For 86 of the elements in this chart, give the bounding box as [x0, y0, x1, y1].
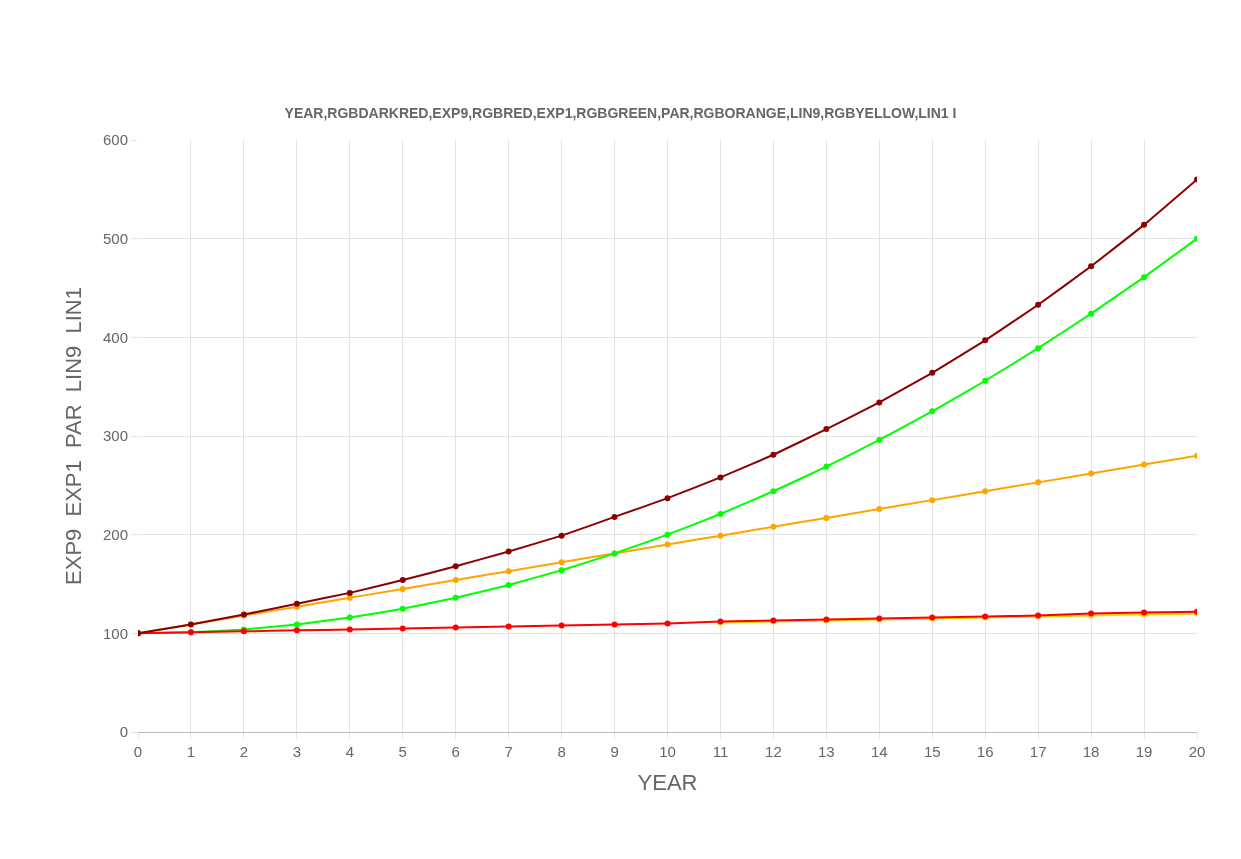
point — [982, 337, 989, 344]
point — [293, 621, 300, 628]
x-tick-label: 11 — [712, 743, 729, 760]
point — [929, 408, 936, 415]
point — [929, 369, 936, 376]
chart-title: YEAR,RGBDARKRED,EXP9,RGBRED,EXP1,RGBGREEN,PAR,RGBORANGE,LIN9,RGBYELLOW,LIN1 I — [284, 104, 957, 121]
point — [558, 559, 565, 566]
point — [1088, 470, 1095, 477]
point — [929, 497, 936, 504]
point — [452, 594, 459, 601]
x-tick-label: 8 — [557, 743, 566, 760]
x-axis-title: YEAR — [637, 769, 698, 795]
point — [399, 605, 406, 612]
x-tick-label: 12 — [765, 743, 782, 760]
point — [982, 488, 989, 495]
point — [399, 585, 406, 592]
x-tick-label: 17 — [1029, 743, 1047, 760]
point — [664, 495, 671, 502]
point — [876, 436, 883, 443]
x-tick-label: 1 — [186, 743, 196, 760]
point — [823, 463, 830, 470]
point — [823, 514, 830, 521]
point — [346, 594, 353, 601]
x-tick-label: 15 — [923, 743, 941, 760]
y-tick-label: 400 — [102, 328, 128, 346]
x-tick-label: 9 — [610, 743, 619, 760]
x-tick-label: 14 — [870, 743, 888, 760]
point — [611, 621, 618, 628]
point — [399, 625, 406, 632]
x-tick-label: 6 — [451, 743, 460, 760]
point — [611, 513, 618, 520]
point — [770, 488, 777, 495]
point — [558, 622, 565, 629]
point — [452, 624, 459, 631]
point — [876, 506, 883, 513]
y-tick-label: 300 — [102, 427, 128, 445]
x-tick-label: 0 — [133, 743, 143, 760]
point — [558, 532, 565, 539]
y-tick-label: 200 — [102, 525, 128, 543]
point — [452, 563, 459, 570]
x-tick-label: 19 — [1135, 743, 1153, 760]
point — [717, 474, 724, 481]
point — [1141, 221, 1148, 228]
point — [770, 451, 777, 458]
x-tick-label: 20 — [1188, 743, 1206, 760]
point — [452, 577, 459, 584]
x-tick-label: 18 — [1082, 743, 1100, 760]
point — [1035, 479, 1042, 486]
point — [1141, 274, 1148, 281]
point — [505, 623, 512, 630]
x-tick-label: 10 — [659, 743, 676, 760]
x-tick-label: 13 — [818, 743, 835, 760]
point — [346, 626, 353, 633]
point — [346, 589, 353, 596]
point — [664, 541, 671, 548]
point — [505, 568, 512, 575]
point — [876, 399, 883, 406]
point — [1035, 301, 1042, 308]
point — [823, 426, 830, 433]
point — [505, 581, 512, 588]
point — [399, 577, 406, 584]
point — [982, 377, 989, 384]
point — [1088, 263, 1095, 270]
point — [1088, 310, 1095, 317]
point — [558, 567, 565, 574]
x-tick-label: 16 — [976, 743, 994, 760]
y-axis-title: EXP9 EXP1 PAR LIN9 LIN1 — [60, 287, 86, 585]
x-tick-label: 3 — [292, 743, 302, 760]
y-tick-label: 500 — [102, 229, 128, 247]
y-tick-label: 0 — [119, 723, 128, 741]
point — [717, 510, 724, 517]
x-tick-label: 4 — [345, 743, 354, 760]
point — [717, 532, 724, 539]
point — [505, 548, 512, 555]
point — [346, 614, 353, 621]
y-tick-label: 100 — [102, 624, 128, 642]
point — [770, 523, 777, 530]
y-tick-label: 600 — [102, 131, 128, 149]
point — [664, 531, 671, 538]
point — [1141, 461, 1148, 468]
x-tick-label: 7 — [504, 743, 513, 760]
x-tick-label: 5 — [398, 743, 407, 760]
x-tick-label: 2 — [239, 743, 249, 760]
point — [664, 620, 671, 627]
point — [293, 627, 300, 634]
point — [1035, 345, 1042, 352]
